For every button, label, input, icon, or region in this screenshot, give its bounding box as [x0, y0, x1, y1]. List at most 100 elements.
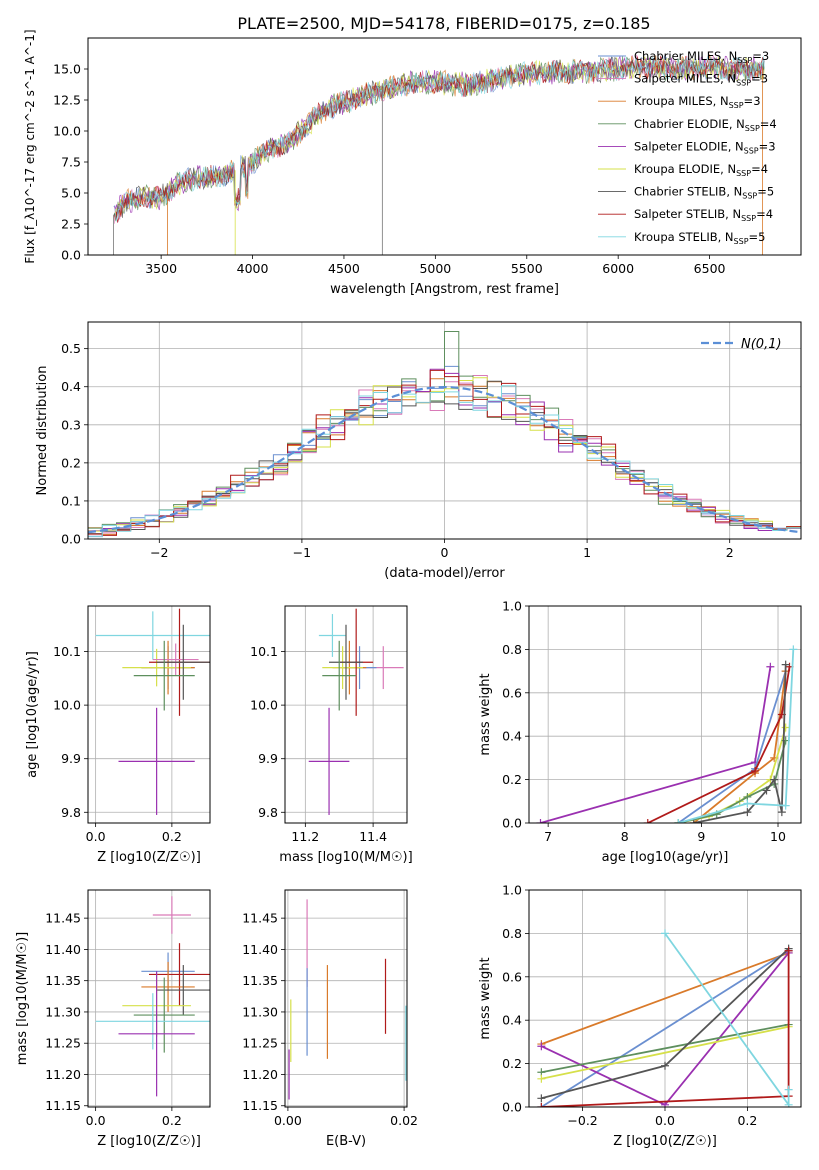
plus-marker [661, 929, 669, 938]
y-tick-label: 11.20 [45, 1067, 81, 1082]
legend-series-name: Chabrier MILES [634, 49, 721, 63]
residuals-panel: N(0,1) −2 −1 0 1 2 0.0 0.1 0.2 0.3 0.4 0.5 (data-mod… [35, 321, 802, 581]
legend-series-name: Chabrier ELODIE [634, 117, 729, 131]
x-tick-label: 11.2 [291, 829, 319, 844]
legend-nssp-eq: = [749, 230, 759, 244]
y-tick-label: 0.6 [502, 685, 522, 700]
x-tick-label: 5000 [419, 261, 451, 276]
plot-area [308, 608, 404, 815]
legend-entry: Chabrier STELIB, NSSP=5 [634, 185, 774, 201]
legend-nssp-eq: = [744, 94, 754, 108]
legend-nssp-eq: = [751, 72, 761, 86]
x-tick-label: −2 [150, 545, 168, 560]
x-axis-label: Z [log10(Z/Z☉)] [97, 850, 201, 865]
error-bar-point [156, 965, 210, 1016]
legend-series-name: Kroupa MILES [634, 94, 713, 108]
error-bar-point [318, 614, 346, 657]
y-tick-label: 0.1 [61, 493, 81, 508]
legend-series-name: Kroupa STELIB [634, 230, 718, 244]
legend-nssp-prefix: , N [713, 94, 729, 108]
legend-nssp-value: 3 [768, 139, 775, 153]
legend-nssp-value: 3 [753, 94, 760, 108]
legend-nssp-eq: = [751, 162, 761, 176]
x-tick-label: 4500 [328, 261, 360, 276]
legend-nssp-eq: = [752, 49, 762, 63]
y-tick-label: 0.5 [61, 341, 81, 356]
y-tick-label: 11.45 [45, 911, 81, 926]
legend-nssp-sub: SSP [734, 237, 749, 246]
x-axis-label: Z [log10(Z/Z☉)] [97, 1134, 201, 1149]
y-tick-label: 0.4 [502, 729, 522, 744]
legend-nssp-sub: SSP [736, 169, 751, 178]
error-bar-point [133, 640, 195, 711]
y-tick-label: 11.35 [242, 973, 278, 988]
mass-weight-line [540, 666, 772, 823]
legend-series-name: Salpeter STELIB [634, 207, 725, 221]
x-tick-label: 0.0 [86, 829, 106, 844]
error-bar-point [329, 624, 363, 700]
plus-marker [689, 819, 698, 823]
legend-series-name: Chabrier STELIB [634, 185, 726, 199]
error-bar-point [322, 640, 357, 711]
legend-nssp-sub: SSP [744, 146, 759, 155]
legend-nssp-eq: = [757, 185, 767, 199]
axes-frame [284, 889, 408, 1108]
legend-nssp-prefix: , N [728, 139, 744, 153]
legend-entry: Kroupa ELODIE, NSSP=4 [634, 162, 768, 178]
y-tick-label: 7.5 [61, 155, 81, 170]
plus-marker [784, 1085, 793, 1094]
y-tick-label: 9.8 [258, 805, 278, 820]
legend-nssp-eq: = [760, 117, 770, 131]
legend-nssp-value: 4 [769, 117, 776, 131]
error-bar-point [308, 707, 350, 815]
y-tick-label: 10.0 [53, 698, 81, 713]
plus-marker [781, 801, 790, 810]
x-tick-label: 0.0 [86, 1113, 106, 1128]
axes-frame [87, 37, 802, 256]
plot-area [537, 929, 793, 1107]
legend-nssp-value: 4 [761, 162, 768, 176]
y-axis-label: mass weight [478, 673, 493, 755]
plus-marker [661, 1061, 669, 1070]
legend-nssp-value: 5 [767, 185, 774, 199]
x-tick-label: 10 [770, 829, 786, 844]
plus-marker [784, 946, 793, 955]
legend-entry: Salpeter STELIB, NSSP=4 [634, 207, 773, 223]
plus-marker [674, 819, 683, 823]
y-tick-label: 0.0 [61, 248, 81, 263]
y-tick-label: 11.25 [242, 1036, 278, 1051]
plus-marker [781, 723, 790, 732]
legend-nssp-prefix: , N [720, 72, 736, 86]
x-tick-label: 0.2 [737, 1113, 757, 1128]
y-tick-label: 0.4 [61, 379, 81, 394]
legend-nssp-sub: SSP [745, 124, 760, 133]
y-tick-label: 11.35 [45, 973, 81, 988]
mass-weight-line [541, 1025, 789, 1080]
legend-nssp-value: 3 [762, 49, 769, 63]
y-axis-label: Flux [f_λ10^-17 erg cm^-2 s^-1 A^-1] [23, 29, 37, 263]
y-tick-label: 0.8 [502, 926, 522, 941]
y-axis-label: mass [log10(M/M☉)] [15, 932, 30, 1065]
y-tick-label: 0.0 [61, 532, 81, 547]
legend-nssp-eq: = [756, 207, 766, 221]
mass-weight-vs-age-panel: 7 8 9 10 0.0 0.2 0.4 0.6 0.8 1.0 age [log10(age/yr… [478, 599, 802, 865]
y-tick-label: 1.0 [502, 599, 522, 614]
legend-entry: Kroupa STELIB, NSSP=5 [634, 230, 766, 246]
legend-series-name: Kroupa ELODIE [634, 162, 720, 176]
plus-marker [781, 660, 790, 669]
residual-histogram [88, 380, 801, 535]
plot-area [88, 331, 801, 538]
legend-nssp-prefix: , N [726, 185, 742, 199]
y-tick-label: 0.2 [61, 455, 81, 470]
legend-nssp-sub: SSP [742, 192, 757, 201]
y-tick-label: 9.8 [61, 805, 81, 820]
y-tick-label: 9.9 [61, 751, 81, 766]
plus-marker [777, 808, 786, 817]
plus-marker [743, 799, 752, 808]
y-tick-label: 0.8 [502, 642, 522, 657]
y-tick-label: 11.25 [45, 1036, 81, 1051]
y-tick-label: 0.3 [61, 417, 81, 432]
plus-marker [643, 819, 652, 823]
y-tick-label: 10.0 [250, 698, 278, 713]
